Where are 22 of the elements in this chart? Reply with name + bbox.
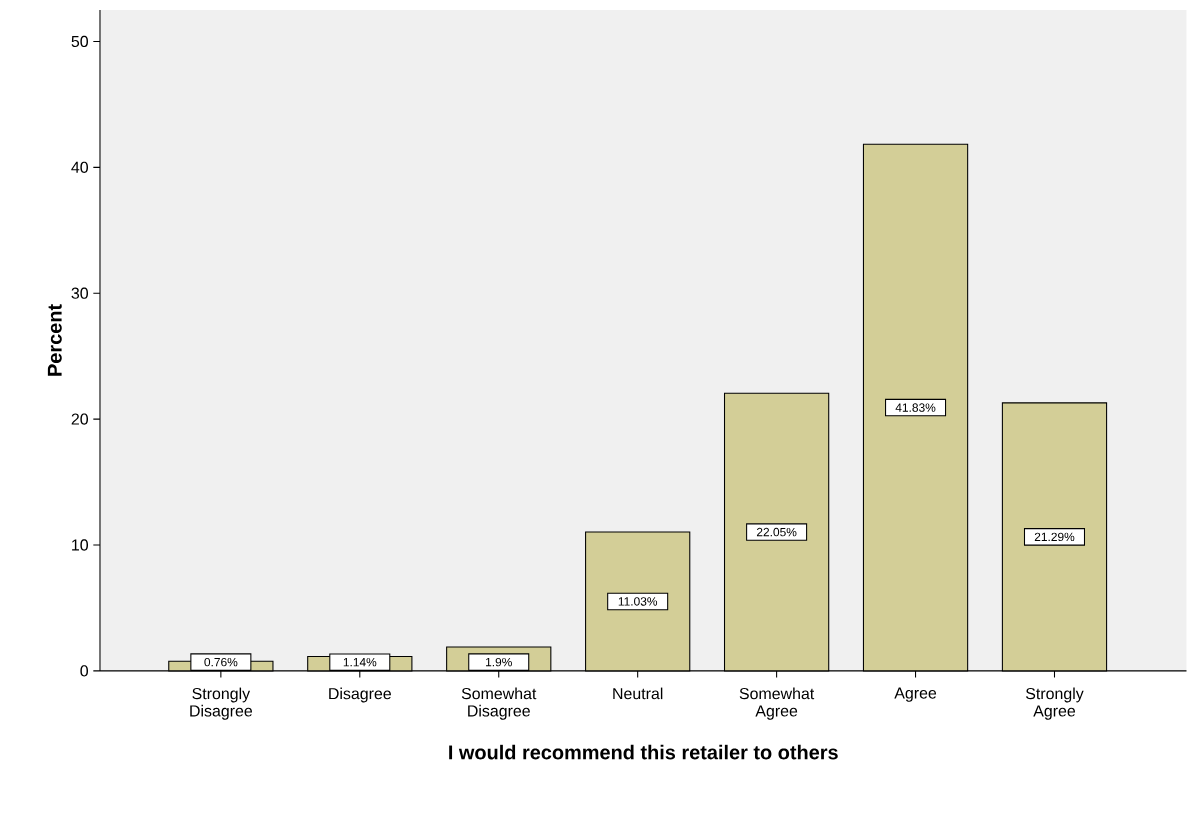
x-tick-label: Somewhat Disagree [461, 687, 537, 720]
data-label: 11.03% [618, 597, 658, 606]
y-tick-label: 0 [80, 665, 89, 677]
data-label: 41.83% [895, 403, 936, 412]
y-tick-label: 10 [72, 539, 89, 551]
y-tick-label: 20 [71, 413, 89, 425]
x-axis-title: I would recommend this retailer to others [449, 744, 838, 760]
x-tick-label: Strongly Agree [1025, 687, 1084, 720]
data-label: 22.05% [756, 527, 797, 537]
y-axis-title: Percent [47, 304, 62, 376]
x-tick-label: Neutral [613, 687, 663, 700]
x-tick-label: Disagree [329, 687, 391, 703]
x-tick-label: Somewhat Agree [739, 687, 815, 720]
y-tick-label: 40 [71, 161, 89, 174]
data-label: 0.76% [204, 657, 238, 667]
y-tick-label: 30 [71, 287, 89, 299]
y-tick-label: 50 [71, 35, 89, 48]
x-tick-label: Agree [894, 687, 937, 702]
data-label: 1.14% [343, 658, 377, 667]
data-label: 1.9% [486, 657, 512, 667]
x-tick-label: Strongly Disagree [190, 687, 253, 720]
data-label: 21.29% [1034, 532, 1075, 542]
